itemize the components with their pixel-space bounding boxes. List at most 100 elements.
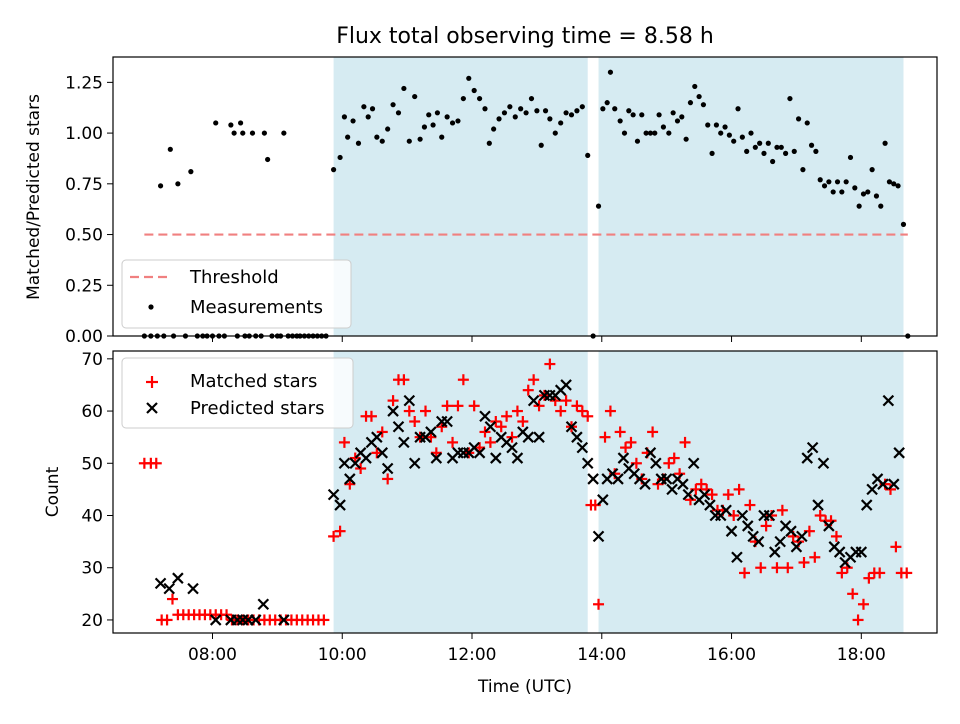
bottom-panel-shaded-intervals: [333, 351, 904, 633]
measurement-point: [466, 75, 472, 81]
matched-star-marker: [890, 541, 902, 553]
predicted-star-marker: [812, 499, 824, 511]
measurement-point: [830, 189, 836, 195]
predicted-star-marker: [796, 530, 808, 543]
measurement-point: [595, 203, 602, 209]
measurement-point: [778, 144, 784, 150]
matched-star-marker: [328, 530, 340, 542]
matched-star-marker: [528, 374, 540, 386]
measurement-point: [496, 116, 502, 122]
predicted-star-marker: [473, 447, 486, 459]
plot-frame: [112, 350, 938, 634]
predicted-star-marker: [360, 452, 372, 464]
predicted-star-marker: [882, 394, 895, 407]
measurement-point: [670, 110, 676, 116]
measurement-point: [739, 134, 745, 140]
predicted-star-marker: [154, 577, 167, 590]
predicted-star-marker: [387, 405, 399, 417]
measurement-point: [585, 152, 591, 159]
measurement-point: [534, 108, 540, 114]
matched-star-marker: [706, 489, 718, 501]
matched-star-marker: [847, 588, 859, 600]
predicted-star-marker: [592, 530, 605, 543]
y-tick-label: 0.75: [65, 175, 103, 195]
predicted-star-marker: [617, 452, 630, 464]
predicted-star-marker: [371, 431, 383, 443]
measurement-point: [449, 120, 456, 126]
predicted-star-marker: [581, 457, 594, 470]
y-tick-label: 50: [81, 454, 103, 474]
matched-star-marker: [901, 567, 913, 579]
measurement-point: [687, 100, 694, 106]
measurement-point: [652, 130, 658, 136]
predicted-star-marker: [752, 535, 765, 548]
matched-star-marker: [647, 426, 659, 438]
matched-star-marker: [517, 416, 529, 427]
measurement-point: [240, 130, 246, 136]
measurement-point: [752, 144, 758, 150]
measurement-point: [692, 83, 698, 90]
matched-star-marker: [382, 473, 394, 485]
matched-star-marker: [484, 436, 496, 448]
predicted-legend-swatch: [146, 402, 158, 414]
measurement-point: [886, 179, 893, 185]
measurement-point: [607, 69, 614, 75]
measurement-point: [900, 221, 907, 227]
matched-star-marker: [733, 483, 745, 495]
measurement-point: [821, 183, 828, 189]
bottom-ylabel: Count: [43, 466, 63, 517]
measurement-point: [369, 106, 376, 112]
matched-star-marker: [744, 499, 756, 511]
measurements-points: [141, 69, 911, 339]
measurement-point: [660, 124, 667, 130]
measurement-point: [843, 179, 849, 185]
matched-star-marker: [857, 598, 869, 610]
predicted-star-marker: [349, 457, 362, 470]
top-panel-shaded-intervals: [333, 57, 904, 336]
measurement-point: [795, 116, 802, 122]
matched-star-marker: [495, 421, 507, 433]
measurement-point: [839, 189, 845, 195]
measurement-point: [390, 102, 396, 108]
measurement-point: [547, 116, 553, 122]
predicted-star-marker: [790, 541, 803, 553]
matched-star-marker: [668, 452, 680, 464]
bottom-xlabel: Time (UTC): [477, 677, 572, 697]
predicted-star-marker: [866, 483, 878, 496]
matched-star-marker: [620, 442, 632, 454]
measurement-point: [350, 118, 356, 124]
measurement-point: [791, 148, 797, 154]
predicted-star-marker: [479, 410, 491, 423]
measurement-point: [774, 144, 780, 150]
predicted-star-marker: [381, 462, 394, 475]
measurement-point: [523, 110, 529, 116]
measurement-point: [873, 193, 880, 199]
observing-interval-band: [598, 351, 904, 633]
predicted-star-marker: [257, 598, 270, 611]
matched-star-marker: [739, 567, 751, 579]
measurement-point: [341, 114, 348, 120]
measurement-point: [157, 183, 164, 189]
predicted-star-marker: [677, 478, 689, 490]
predicted-star-marker: [533, 431, 545, 443]
measurement-point: [639, 112, 645, 118]
measurements-legend-swatch: [148, 304, 154, 310]
measurement-point: [856, 203, 862, 209]
top-ylabel: Matched/Predicted stars: [24, 94, 44, 300]
observing-interval-band: [333, 57, 588, 336]
matched-star-marker: [614, 426, 626, 438]
y-tick-label: 60: [81, 402, 103, 422]
threshold-legend-label: Threshold: [189, 267, 279, 288]
measurement-point: [265, 156, 271, 163]
predicted-star-marker: [338, 457, 351, 470]
matched-star-marker: [771, 562, 783, 574]
measurement-point: [696, 93, 702, 100]
top-legend: Threshold Measurements: [121, 259, 352, 329]
predicted-star-marker: [682, 488, 695, 501]
measurement-point: [395, 110, 402, 116]
predicted-star-marker: [490, 452, 502, 464]
matched-star-marker: [722, 489, 734, 501]
measurement-point: [878, 203, 884, 209]
predicted-star-marker: [334, 499, 346, 511]
